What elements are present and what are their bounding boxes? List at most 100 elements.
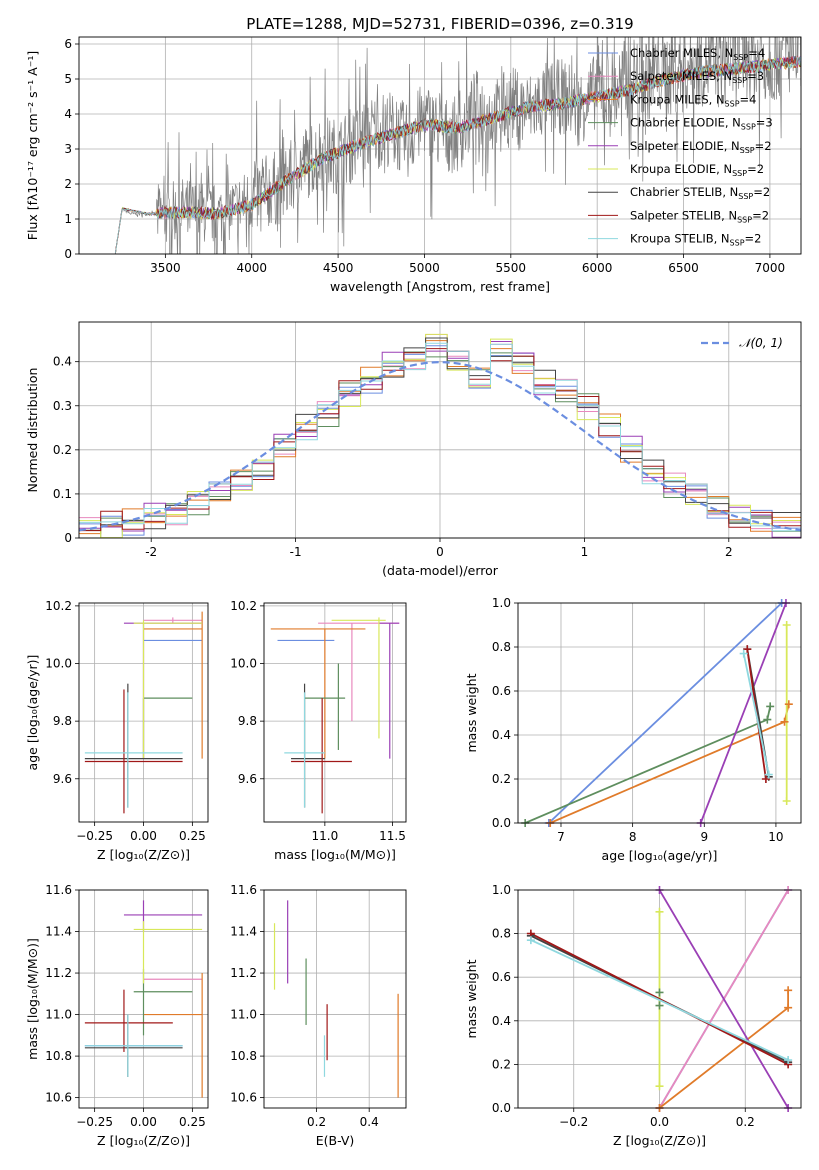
weight-marker <box>526 936 535 945</box>
y-axis-label: mass weight <box>464 673 479 752</box>
legend-count: =2 <box>755 139 772 153</box>
weight-marker <box>782 797 791 805</box>
legend-sub: SSP <box>732 169 747 178</box>
weight-line <box>548 603 783 823</box>
weight-marker <box>739 649 748 658</box>
x-tick-label: 11.5 <box>379 829 406 843</box>
x-tick-label: 1 <box>581 545 589 559</box>
weight-line <box>658 890 789 1108</box>
y-tick-label: 10.8 <box>45 1049 72 1063</box>
y-tick-label: 1.0 <box>492 883 511 897</box>
x-tick-label: 0.25 <box>179 829 206 843</box>
weight-line <box>530 939 789 1061</box>
residuals-panel: -2 -1 0 1 2 0 0.1 0.2 0.3 0.4 (data-model)/error No… <box>25 321 802 578</box>
x-tick-label: 9 <box>700 830 708 844</box>
legend-sub: SSP <box>732 76 747 85</box>
weight-marker <box>784 700 793 709</box>
x-tick-label: 0.4 <box>360 1115 379 1129</box>
y-tick-label: 11.6 <box>230 883 257 897</box>
y-tick-label: 9.8 <box>238 714 257 728</box>
legend-count: =2 <box>747 162 764 176</box>
y-tick-label: 10.6 <box>45 1091 72 1105</box>
weight-marker <box>743 645 752 654</box>
legend-count: =4 <box>748 46 765 60</box>
y-tick-label: 0.0 <box>492 1101 511 1115</box>
weight-marker <box>784 1056 793 1065</box>
y-tick-label: 1 <box>64 212 72 226</box>
x-axis-label: age [log₁₀(age/yr)] <box>602 848 718 863</box>
weight-marker <box>784 986 793 995</box>
residual-histogram <box>79 337 801 531</box>
residual-histogram <box>79 348 801 532</box>
x-tick-label: 7 <box>557 830 565 844</box>
y-tick-label: 0.8 <box>492 927 511 941</box>
weight-marker <box>784 1003 793 1012</box>
legend-count: =2 <box>752 208 769 222</box>
axes-frame <box>78 602 209 823</box>
x-tick-label: 7000 <box>755 261 786 275</box>
residual-histogram <box>79 351 801 538</box>
weight-marker <box>655 988 664 997</box>
y-tick-label: 0 <box>64 247 72 261</box>
legend-count: =3 <box>756 116 773 130</box>
weight-line <box>699 603 787 823</box>
spectrum-panel: 3500 4000 4500 5000 5500 6000 6500 7000 0 1 2 3 4 5 6 w… <box>25 36 802 294</box>
age-vs-metallicity-panel: −0.25 0.00 0.25 9.6 9.8 10.0 10.2 Z [log₁₀(Z/Z⊙… <box>25 599 209 862</box>
age-vs-mass-panel: 11.0 11.5 9.6 9.8 10.0 10.2 mass [log₁₀(M/M⊙)] <box>230 599 407 862</box>
weight-vs-age-panel: 7 8 9 10 0.0 0.2 0.4 0.6 0.8 1.0 age [log₁₀(age/yr… <box>464 596 802 863</box>
axes-frame <box>78 321 802 539</box>
x-tick-label: 4500 <box>323 261 354 275</box>
y-tick-label: 0.2 <box>53 443 72 457</box>
weight-vs-metallicity-panel: −0.2 0.0 0.2 0.0 0.2 0.4 0.6 0.8 1.0 Z [log₁₀(Z/Z… <box>464 883 802 1148</box>
x-tick-label: 0.2 <box>307 1115 326 1129</box>
legend-entry: Salpeter ELODIE, NSSP=2 <box>630 139 772 155</box>
y-tick-label: 5 <box>64 72 72 86</box>
y-tick-label: 9.6 <box>53 772 72 786</box>
x-tick-label: 0.0 <box>650 1115 669 1129</box>
x-tick-label: 0.25 <box>179 1115 206 1129</box>
legend-entry: 𝒩(0, 1) <box>739 336 783 350</box>
axes-frame <box>517 602 802 824</box>
y-tick-label: 0 <box>64 531 72 545</box>
spectrum-model-line <box>114 56 801 254</box>
weight-marker <box>782 621 791 629</box>
y-axis-label: mass [log₁₀(M/M⊙)] <box>25 938 40 1060</box>
weight-line <box>742 653 770 775</box>
weight-line <box>549 703 790 823</box>
weight-marker <box>764 770 773 779</box>
y-tick-label: 0.4 <box>492 1014 511 1028</box>
y-tick-label: 2 <box>64 177 72 191</box>
legend-entry: Chabrier ELODIE, NSSP=3 <box>630 116 773 132</box>
y-tick-label: 10.0 <box>230 657 257 671</box>
plot-area <box>84 611 203 814</box>
y-tick-label: 10.0 <box>45 657 72 671</box>
y-tick-label: 10.6 <box>230 1091 257 1105</box>
x-tick-label: 0 <box>436 545 444 559</box>
legend-sub: SSP <box>730 239 745 248</box>
legend-sub: SSP <box>741 123 756 132</box>
plot-area <box>524 603 790 823</box>
y-tick-label: 0.4 <box>53 355 72 369</box>
x-tick-label: -1 <box>290 545 302 559</box>
plot-area <box>84 900 203 1098</box>
figure-title: PLATE=1288, MJD=52731, FIBERID=0396, z=0… <box>246 15 633 33</box>
legend-entry: Kroupa ELODIE, NSSP=2 <box>630 162 764 178</box>
x-tick-label: 11.0 <box>311 829 338 843</box>
x-axis-label: (data-model)/error <box>382 563 499 578</box>
weight-marker <box>780 717 789 726</box>
y-tick-label: 0.2 <box>492 772 511 786</box>
axes-frame <box>517 889 802 1109</box>
x-axis-label: E(B-V) <box>316 1133 355 1148</box>
x-axis-label: Z [log₁₀(Z/Z⊙)] <box>97 1133 190 1148</box>
y-tick-label: 11.2 <box>45 966 72 980</box>
plot-area <box>530 890 789 1108</box>
y-tick-label: 9.6 <box>238 772 257 786</box>
legend-sub: SSP <box>725 99 740 108</box>
y-axis-label: age [log₁₀(age/yr)] <box>25 655 40 771</box>
weight-marker <box>763 715 772 724</box>
legend-count: =4 <box>740 92 757 106</box>
legend-entry: Kroupa STELIB, NSSP=2 <box>630 232 761 248</box>
y-tick-label: 11.4 <box>230 925 257 939</box>
x-tick-label: 4000 <box>236 261 267 275</box>
weight-marker <box>761 775 770 783</box>
